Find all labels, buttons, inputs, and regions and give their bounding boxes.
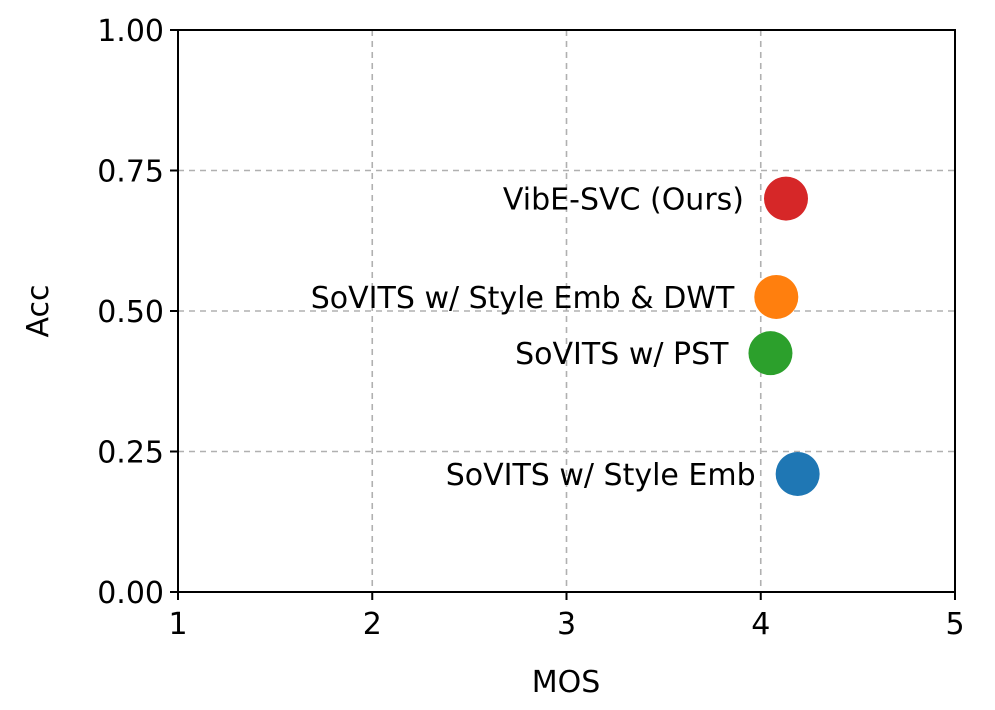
- data-point: [754, 274, 799, 319]
- data-points: VibE-SVC (Ours) SoVITS w/ Style Emb & DWT…: [311, 176, 820, 496]
- x-axis-ticks: 1 2 3 4 5: [168, 592, 965, 642]
- x-tick-label: 5: [945, 607, 964, 642]
- data-point-label: SoVITS w/ Style Emb & DWT: [311, 281, 735, 316]
- data-point: [748, 331, 793, 376]
- y-tick-label: 1.00: [97, 14, 164, 49]
- data-point: [775, 451, 820, 496]
- y-tick-label: 0.75: [97, 155, 164, 190]
- y-tick-label: 0.50: [97, 295, 164, 330]
- data-point-label: VibE-SVC (Ours): [503, 183, 744, 218]
- data-point-label: SoVITS w/ PST: [515, 337, 729, 372]
- x-tick-label: 4: [751, 607, 770, 642]
- y-axis-ticks: 0.00 0.25 0.50 0.75 1.00: [97, 14, 178, 611]
- x-axis-title: MOS: [532, 665, 601, 700]
- x-tick-label: 3: [557, 607, 576, 642]
- data-point-label: SoVITS w/ Style Emb: [446, 458, 756, 493]
- x-tick-label: 2: [363, 607, 382, 642]
- y-tick-label: 0.00: [97, 576, 164, 611]
- x-tick-label: 1: [168, 607, 187, 642]
- data-point: [764, 176, 809, 221]
- y-axis-title: Acc: [21, 285, 56, 338]
- y-tick-label: 0.25: [97, 436, 164, 471]
